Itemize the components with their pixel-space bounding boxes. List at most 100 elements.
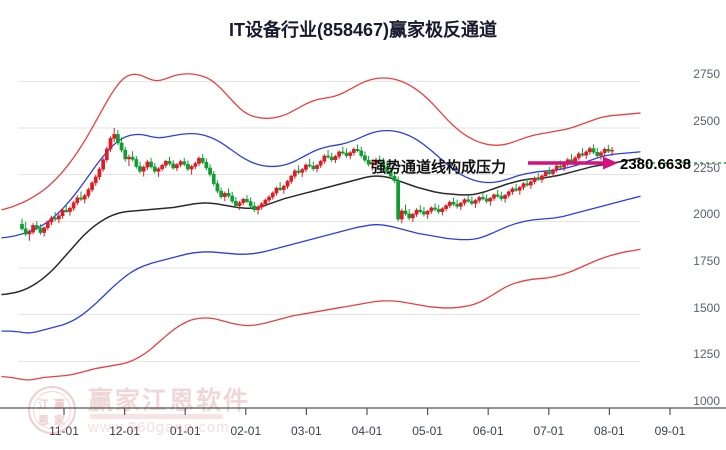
candle-body (451, 202, 456, 205)
candle-body (130, 156, 135, 160)
candle-body (149, 161, 153, 168)
candle-body (488, 197, 493, 202)
candle-body (112, 134, 117, 139)
candle-body (68, 208, 72, 212)
candle-body (145, 161, 150, 168)
candle-body (45, 221, 50, 228)
candle-body (569, 159, 574, 162)
candle-body (38, 228, 43, 233)
candle-body (340, 151, 345, 154)
candle-body (355, 149, 360, 152)
candle-body (399, 210, 404, 220)
candle-body (285, 181, 290, 187)
candle-body (64, 209, 69, 212)
candle-body (532, 177, 537, 183)
candle-body (536, 177, 541, 180)
candle-body (318, 160, 323, 166)
candle-body (595, 152, 600, 156)
candle-body (425, 211, 430, 215)
candle-body (503, 194, 507, 199)
gridlines-group (18, 80, 640, 409)
x-axis-tick-label: 04-01 (351, 424, 383, 438)
candle-body (60, 209, 65, 216)
candle-body (337, 151, 341, 157)
channel-band-line (1, 73, 641, 211)
candle-body (208, 167, 212, 175)
candle-body (484, 198, 489, 202)
candle-body (263, 199, 268, 205)
candle-body (248, 201, 253, 207)
candle-body (97, 168, 102, 178)
candle-body (436, 209, 441, 212)
candle-body (274, 187, 279, 194)
watermark-seal-char-1: 赢 (54, 399, 65, 411)
x-axis-tick-label: 02-01 (230, 424, 262, 438)
candle-body (610, 149, 614, 152)
candle-body (403, 210, 408, 215)
y-axis-tick-label: 2750 (693, 67, 720, 82)
candle-body (588, 148, 592, 153)
candle-body (270, 192, 275, 198)
x-axis-tick-label: 07-01 (533, 424, 565, 438)
candle-body (458, 202, 463, 207)
x-axis-tick-label: 01-01 (169, 424, 201, 438)
candle-body (186, 163, 190, 170)
candle-body (344, 152, 349, 156)
x-axis-tick-label: 11-01 (49, 424, 79, 438)
candle-body (396, 180, 400, 220)
y-axis-tick-label: 1000 (693, 394, 720, 408)
candle-body (171, 163, 176, 169)
candle-body (189, 166, 194, 170)
y-axis-tick-label: 1250 (693, 347, 720, 362)
candle-body (200, 157, 205, 163)
candle-body (296, 170, 301, 173)
current-price-label: 2380.6638 (620, 156, 691, 173)
candle-body (167, 160, 172, 165)
candle-body (123, 149, 128, 160)
y-axis-tick-label: 2000 (693, 207, 720, 222)
candle-body (466, 199, 471, 202)
candle-body (322, 155, 327, 162)
candle-body (348, 152, 353, 156)
candle-body (156, 168, 161, 172)
candle-body (591, 148, 596, 153)
candle-body (300, 169, 305, 173)
candle-body (178, 161, 183, 165)
candle-body (473, 200, 478, 204)
candle-body (42, 227, 46, 233)
candle-body (411, 213, 415, 219)
channel-bands-group (1, 73, 641, 381)
candle-body (311, 165, 316, 169)
candle-body (20, 223, 24, 230)
candle-body (492, 194, 496, 199)
candle-body (462, 199, 467, 204)
channel-band-line (1, 157, 641, 296)
candle-body (293, 170, 297, 177)
candle-body (543, 171, 548, 177)
candle-body (470, 200, 474, 204)
candle-body (584, 151, 589, 156)
annotation-arrow-head (603, 156, 618, 170)
candle-body (602, 149, 607, 153)
candle-body (481, 197, 485, 200)
candle-body (127, 156, 131, 160)
watermark-bar (90, 414, 223, 419)
candle-body (554, 165, 559, 171)
candle-body (433, 207, 437, 210)
x-axis-tick-label: 09-01 (654, 424, 686, 438)
candle-body (510, 188, 515, 193)
x-axis-tick-label: 12-01 (109, 424, 140, 438)
watermark-seal-char-0: 江 (38, 399, 49, 411)
candle-body (226, 193, 231, 197)
candle-body (329, 156, 334, 160)
candle-body (573, 157, 577, 162)
candle-body (455, 203, 459, 207)
candle-body (606, 149, 611, 152)
channel-band-line (1, 248, 641, 381)
candle-body (392, 175, 397, 181)
candle-body (182, 161, 187, 165)
candlesticks-group (20, 128, 614, 241)
watermark-seal-char-3: 家 (54, 415, 65, 427)
watermark-seal-char-2: 恩 (38, 415, 49, 427)
candle-body (215, 183, 220, 192)
